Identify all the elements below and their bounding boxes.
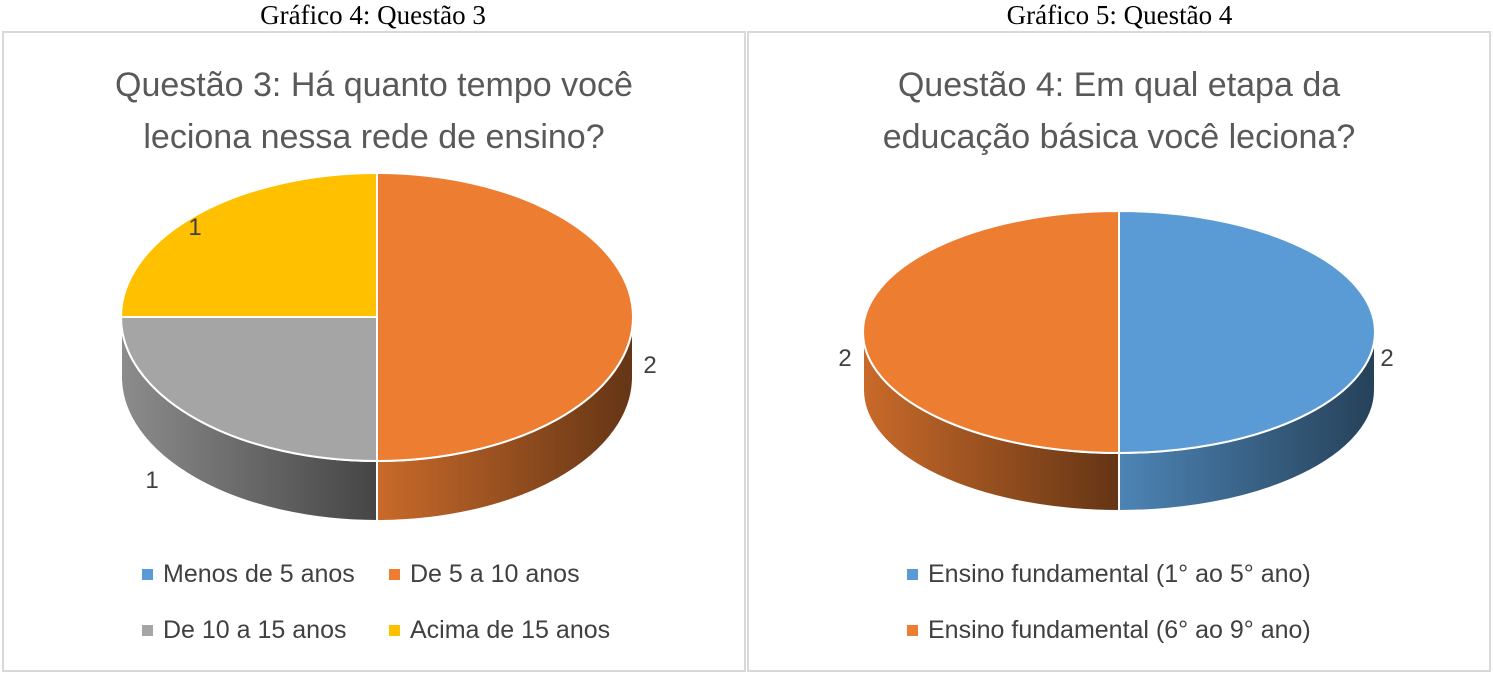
legend-item: Ensino fundamental (6° ao 9° ano) — [907, 616, 1311, 645]
pie-slice — [119, 316, 378, 463]
chart-legend: Ensino fundamental (1° ao 5° ano) Ensino… — [749, 33, 1489, 670]
legend-label: Ensino fundamental (1° ao 5° ano) — [928, 560, 1311, 588]
legend-item: Menos de 5 anos — [142, 560, 355, 589]
legend-item: Acima de 15 anos — [389, 616, 610, 645]
legend-label: Acima de 15 anos — [410, 616, 611, 644]
data-label: 1 — [145, 467, 158, 494]
caption-grafico-4: Gráfico 4: Questão 3 — [260, 0, 486, 30]
chart-panel-questao-4: Questão 4: Em qual etapa da educação bás… — [747, 31, 1491, 672]
pie-slice — [119, 171, 378, 318]
chart-legend: Menos de 5 anos De 5 a 10 anos De 10 a 1… — [4, 33, 744, 670]
legend-label: Menos de 5 anos — [163, 560, 355, 588]
legend-swatch — [389, 569, 400, 580]
chart-title-line-2: leciona nessa rede de ensino? — [143, 118, 605, 156]
chart-title-line-1: Questão 3: Há quanto tempo você — [115, 66, 633, 104]
pie-chart: 22 — [838, 209, 1394, 513]
pie-slice — [376, 171, 634, 463]
chart-title-line-2: educação básica você leciona? — [882, 118, 1356, 156]
legend-label: De 10 a 15 anos — [163, 616, 347, 644]
data-label: 1 — [188, 214, 201, 241]
legend-swatch — [389, 625, 400, 636]
pie-chart: 2 1 1 — [119, 171, 657, 523]
pie-slice — [1118, 209, 1376, 455]
chart-panel-questao-3: Questão 3: Há quanto tempo você leciona … — [2, 31, 746, 672]
legend-swatch — [142, 625, 153, 636]
pie-slice — [862, 209, 1120, 455]
legend-label: Ensino fundamental (6° ao 9° ano) — [928, 616, 1311, 644]
chart-title-line-1: Questão 4: Em qual etapa da — [897, 66, 1341, 104]
caption-grafico-5: Gráfico 5: Questão 4 — [1006, 0, 1233, 30]
legend-item: De 5 a 10 anos — [389, 560, 580, 589]
chart-title: Questão 3: Há quanto tempo você leciona … — [4, 59, 744, 163]
legend-swatch — [907, 625, 918, 636]
chart-title: Questão 4: Em qual etapa da educação bás… — [749, 59, 1489, 163]
legend-swatch — [142, 569, 153, 580]
data-label: 2 — [838, 345, 851, 372]
legend-label: De 5 a 10 anos — [410, 560, 580, 588]
legend-swatch — [907, 569, 918, 580]
legend-item: Ensino fundamental (1° ao 5° ano) — [907, 560, 1311, 589]
data-label: 2 — [643, 352, 656, 379]
data-label: 2 — [1380, 345, 1393, 372]
legend-item: De 10 a 15 anos — [142, 616, 346, 645]
